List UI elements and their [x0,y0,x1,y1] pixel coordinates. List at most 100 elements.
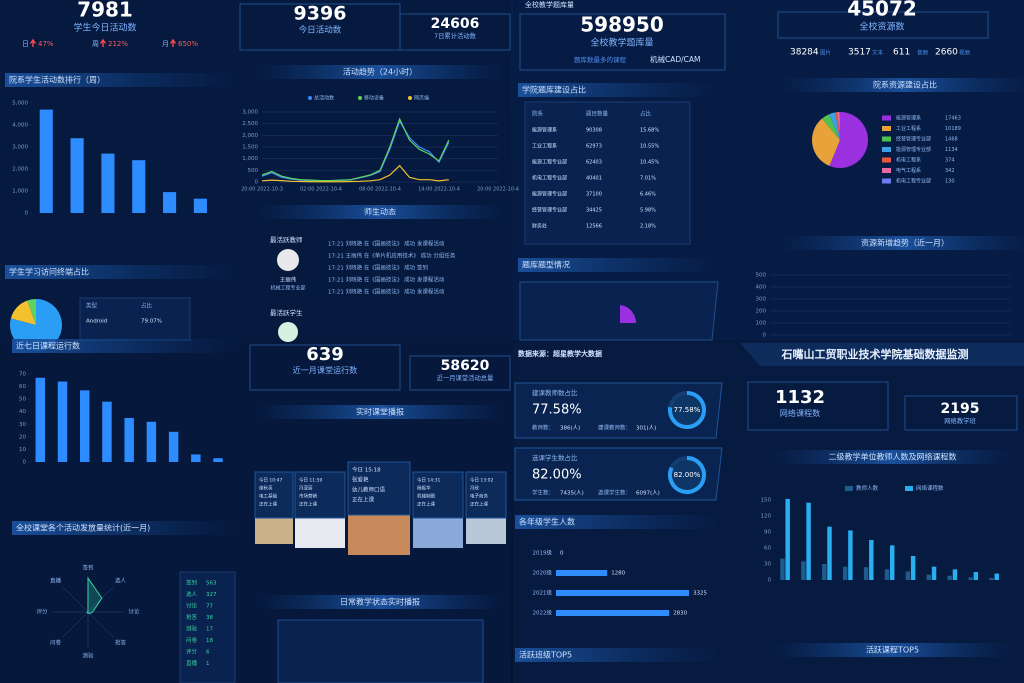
kpi-box [904,395,1018,431]
bar [842,566,848,580]
panel [277,619,484,683]
course-image [466,518,506,544]
panel-title: 学生学习访问终端占比 [9,267,89,277]
kpi-value: 9396 [294,3,347,25]
ratio-text: 学生数： [532,489,554,497]
legend-swatch [905,486,913,491]
legend-swatch [882,168,891,173]
gauge-arc [668,391,706,429]
y-tick-label: 2,000 [12,167,28,173]
bar [910,556,916,580]
radar-label: 抢答 [115,639,127,647]
radar-spoke [62,611,89,638]
pie-slice [10,300,36,325]
trend-arrow [169,38,177,47]
ratio-value: 82.00% [532,468,582,483]
radar-label: 直播 [50,576,62,584]
header-bar [12,339,242,353]
legend-label: 机电工程系 [896,157,921,164]
radar-label: 签到 [82,564,93,572]
legend-swatch [882,115,891,121]
header-bar [255,65,505,79]
kpi-label: 学生今日活动数 [73,22,136,34]
x-tick-label: 02:00 2022-10-4 [300,187,342,193]
kpi-value: 1132 [775,387,825,408]
pie-slice [10,299,63,352]
stat-name: 抢答 [186,613,198,621]
top-course: 机械CAD/CAM [650,54,701,64]
bar [35,377,45,462]
kpi-value: 639 [306,344,344,365]
table-cell: 财务处 [532,223,547,230]
bar [801,561,806,580]
legend-value: 1468 [945,137,958,143]
header-bar [518,258,718,272]
pie-slice [822,114,840,140]
y-tick-label: 3,000 [242,110,258,116]
resource-count: 611 [893,48,910,58]
header-bar [12,521,242,535]
x-tick-label: 14:00 2022-10-4 [418,187,460,193]
stat-name: 评分 [186,648,198,656]
radar-spoke [87,611,114,638]
panel-title: 全校课堂各个活动发放量统计(近一月) [16,523,150,533]
pie-slice [829,112,869,168]
legend-label: 网页端 [414,95,429,102]
live-course: 幼儿教师口语 [352,486,386,494]
trend-period: 日 [22,40,29,48]
table-cell: 6.46% [640,192,656,198]
bar [989,577,994,580]
table-cell: 能源管理系 [532,127,557,134]
legend-label: 能源管理系 [896,115,921,122]
course-image [348,515,410,555]
legend-label: 能源管理专业部 [896,146,931,153]
y-tick-label: 2021级 [533,589,553,597]
legend-value: 17463 [945,116,961,122]
wedge [620,305,637,323]
bar [556,610,670,616]
kpi-value: 7981 [77,0,133,22]
bar [39,109,53,213]
legend-dot [358,96,362,100]
y-tick-label: 60 [19,384,26,390]
feed-heading: 最活跃教师 [270,235,303,244]
live-status: 正在上课 [299,501,317,508]
radar-label: 讨论 [128,608,140,616]
resource-type: 视频 [959,49,971,57]
kpi-value: 45072 [847,0,917,21]
pie-slice [812,118,840,166]
bar [57,381,68,462]
stat-value: 6 [206,650,210,656]
y-tick-label: 1,500 [242,145,258,151]
bar-value: 3325 [693,591,707,597]
bar [822,564,827,580]
kpi-box [777,11,989,39]
radar-spoke [62,586,89,613]
panel [514,447,723,501]
table-cell: 能源工程专业部 [532,159,567,166]
live-teacher: 杨振华 [417,485,431,492]
live-time: 今日 15:18 [352,466,381,474]
bar [70,138,84,213]
bar [146,421,157,462]
x-tick-label: 20:00 2022-10-4 [477,187,519,193]
table-cell: 工业工程系 [532,143,557,150]
table-cell: 10.45% [640,160,659,166]
header-bar [515,648,725,662]
table-cell: 34425 [586,208,602,214]
ratio-text: 建课教师数： [598,424,631,432]
table-cell: 90308 [586,128,602,134]
header-bar [518,83,718,97]
stat-name: 测验 [186,625,198,633]
stat-name: 问卷 [186,636,198,644]
y-tick-label: 0 [768,578,772,584]
live-time: 今日 14:31 [417,477,441,484]
trend-change: 47% [38,40,54,48]
legend-label: 经营管理专业部 [896,136,931,143]
line [261,117,450,182]
feed-heading: 最活跃学生 [270,308,303,317]
legend-swatch [882,178,891,184]
pie-slice [835,112,840,140]
radar-label: 选人 [115,576,127,584]
radar-area [86,576,103,615]
